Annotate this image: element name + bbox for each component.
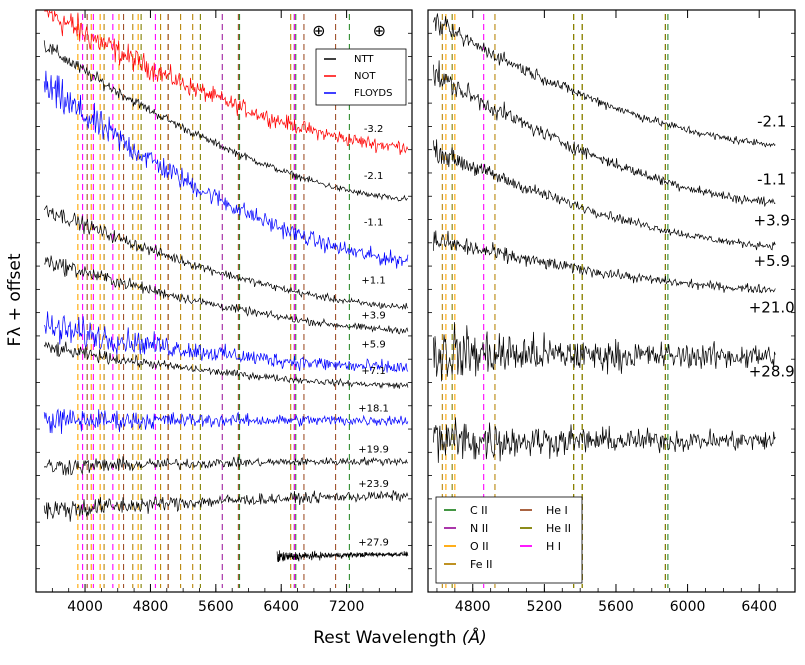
x-tick-label: 6000 — [670, 599, 706, 615]
left-panel: 4000 4800 5600 6400 7200 -3.2 -2.1 -1.1 +1.1 +3.… — [35, 9, 413, 615]
spectrum--2.1 — [43, 40, 408, 202]
ion-legend: C II N II O II Fe II He I He II H I — [435, 496, 583, 584]
spectrum-+21.0 — [433, 322, 776, 382]
x-tick-label: 5600 — [198, 599, 234, 615]
y-axis-title: Fλ + offset — [5, 253, 25, 346]
legend-label: He II — [546, 522, 571, 535]
legend-label: NTT — [354, 54, 374, 65]
x-tick-label: 4800 — [133, 599, 169, 615]
spectrum-+5.9 — [43, 311, 409, 373]
spectrum-+28.9 — [433, 417, 776, 463]
epoch-label-+21.0: +21.0 — [749, 299, 795, 317]
spectrum-+27.9 — [276, 550, 409, 563]
legend-label: He I — [546, 504, 568, 517]
spectrum--3.2 — [44, 9, 409, 155]
right-epoch-labels: -2.1 -1.1 +3.9 +5.9 +21.0 +28.9 — [749, 112, 795, 380]
legend-label: Fe II — [470, 558, 492, 571]
epoch-label--2.1: -2.1 — [364, 171, 384, 182]
x-tick-label: 5600 — [598, 599, 634, 615]
x-tick-label: 5200 — [527, 599, 563, 615]
spectrum-+19.9 — [43, 456, 409, 476]
epoch-label-+19.9: +19.9 — [358, 444, 389, 455]
left-line-markers — [77, 14, 350, 588]
spectrum-+7.1 — [43, 341, 409, 389]
spectrum-+3.9 — [433, 139, 776, 251]
epoch-label-+27.9: +27.9 — [358, 537, 389, 548]
telluric-markers: ⊕ ⊕ — [312, 21, 386, 40]
telluric-marker-icon: ⊕ — [373, 21, 386, 40]
epoch-label-+18.1: +18.1 — [358, 404, 389, 415]
legend-label: O II — [470, 540, 489, 553]
epoch-label--3.2: -3.2 — [364, 124, 384, 135]
right-axis-ticks: 4800 5200 5600 6000 6400 — [428, 9, 796, 615]
right-panel-frame — [427, 9, 796, 593]
instrument-legend: NTT NOT FLOYDS — [315, 48, 407, 106]
x-axis-title: Rest Wavelength (Å) — [313, 626, 487, 648]
spectrum-+3.9 — [44, 255, 409, 335]
legend-label: FLOYDS — [354, 88, 392, 99]
epoch-label-+3.9: +3.9 — [754, 211, 790, 229]
legend-box — [435, 496, 583, 584]
spectrum-+18.1 — [43, 408, 409, 435]
spectrum-+1.1 — [43, 204, 409, 311]
legend-label: C II — [470, 504, 488, 517]
left-spectra — [43, 9, 409, 563]
left-axis-ticks: 4000 4800 5600 6400 7200 — [35, 9, 413, 615]
epoch-label-+5.9: +5.9 — [361, 340, 385, 351]
epoch-label-+1.1: +1.1 — [361, 276, 385, 287]
x-tick-label: 4800 — [455, 599, 491, 615]
x-tick-label: 4000 — [67, 599, 103, 615]
left-epoch-labels: -3.2 -2.1 -1.1 +1.1 +3.9 +5.9 +7.1 +18.1 +19.9 +2… — [358, 124, 389, 548]
spectrum-+5.9 — [433, 230, 776, 294]
epoch-label--1.1: -1.1 — [757, 171, 786, 189]
x-tick-label: 6400 — [263, 599, 299, 615]
epoch-label--2.1: -2.1 — [757, 112, 786, 130]
x-tick-label: 6400 — [741, 599, 777, 615]
spectrum--1.1 — [433, 60, 776, 207]
x-axis-title-text: Rest Wavelength (Å) — [313, 626, 487, 648]
right-panel: 4800 5200 5600 6000 6400 -2.1 -1.1 +3.9 +5.9 +21… — [427, 9, 796, 615]
epoch-label-+3.9: +3.9 — [361, 310, 385, 321]
spectrum--1.1 — [43, 70, 409, 269]
epoch-label--1.1: -1.1 — [364, 217, 384, 228]
legend-label: N II — [470, 522, 488, 535]
spectrum--2.1 — [433, 13, 776, 148]
epoch-label-+7.1: +7.1 — [361, 366, 385, 377]
epoch-label-+23.9: +23.9 — [358, 479, 389, 490]
right-spectra — [433, 13, 776, 463]
epoch-label-+5.9: +5.9 — [754, 252, 790, 270]
epoch-label-+28.9: +28.9 — [749, 363, 795, 381]
telluric-marker-icon: ⊕ — [312, 21, 325, 40]
spectrum-+23.9 — [43, 490, 409, 522]
legend-label: NOT — [354, 71, 376, 82]
legend-label: H I — [546, 540, 561, 553]
x-tick-label: 7200 — [329, 599, 365, 615]
